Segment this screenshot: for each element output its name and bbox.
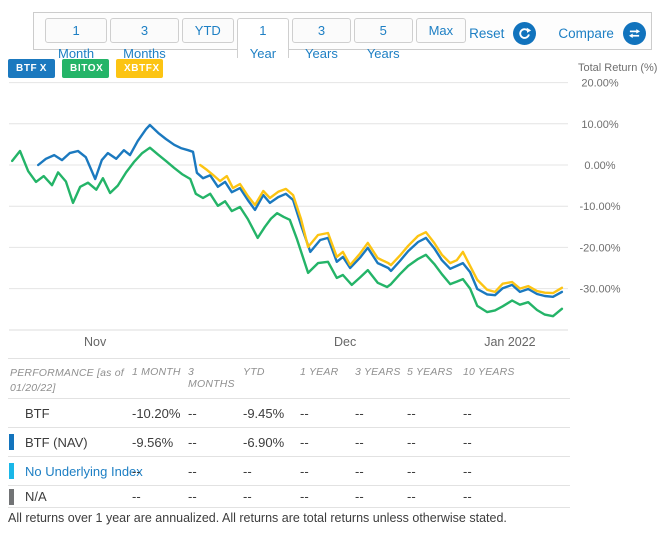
ticker-chip-xbtf[interactable]: XBTF X [116,59,163,78]
column-header: 5 YEARS [407,366,453,378]
chip-close-icon[interactable]: X [152,63,160,74]
table-row: No Underlying Index -- -- -- -- -- -- -- [8,457,570,486]
ticker-symbol: XBTF [124,63,153,74]
row-value: -- [132,489,141,504]
reset-button[interactable]: Reset [469,25,505,41]
series-line-btf-nav- [37,123,564,299]
column-header: 10 YEARS [463,366,515,378]
series-line-xbtf [198,163,564,295]
reset-icon[interactable] [513,21,537,45]
series-legend-bar [9,463,14,479]
row-name: N/A [25,489,47,504]
column-header: 1 MONTH [132,366,181,378]
row-value: -- [243,463,252,479]
column-header: 1 YEAR [300,366,339,378]
tab-5-years[interactable]: 5 Years [353,18,413,61]
tab-max[interactable]: Max [415,18,467,43]
row-value: -- [132,463,141,479]
row-value: -- [407,434,416,450]
table-row: N/A -- -- -- -- -- -- -- [8,486,570,508]
returns-disclaimer: All returns over 1 year are annualized. … [8,511,507,525]
y-tick-label: 20.00% [581,78,619,90]
period-toolbar: 1 Month 3 Months YTD 1 Year 3 Years 5 Years Ma… [33,12,652,61]
tab-1-month[interactable]: 1 Month [45,18,108,61]
y-tick-label: -30.00% [580,284,621,296]
row-value: -- [463,434,472,450]
tab-3-months[interactable]: 3 Months [110,18,179,61]
table-row: BTF -10.20% -- -9.45% -- -- -- -- [8,399,570,428]
row-value: -- [300,434,309,450]
ticker-chip-btf[interactable]: BTF X [8,59,55,78]
row-name[interactable]: No Underlying Index [25,463,143,479]
row-value: -- [463,489,472,504]
column-header: 3 MONTHS [188,366,235,390]
ticker-symbol: BTF [16,63,38,74]
period-tabs: 1 Month 3 Months YTD 1 Year 3 Years 5 Years Ma… [45,18,469,61]
row-value: -6.90% [243,434,285,450]
ticker-chip-bito[interactable]: BITO X [62,59,109,78]
tab-ytd[interactable]: YTD [181,18,234,43]
series-legend-bar [9,488,14,505]
chip-close-icon[interactable]: X [39,63,47,74]
row-value: -- [300,463,309,479]
row-value: -- [407,489,416,504]
row-name: BTF [25,405,50,421]
y-tick-label: 10.00% [581,119,619,131]
table-row: BTF (NAV) -9.56% -- -6.90% -- -- -- -- [8,428,570,457]
y-tick-label: -10.00% [580,201,621,213]
compare-icon[interactable] [622,21,646,45]
row-value: -- [188,405,197,421]
series-legend-bar [9,434,14,450]
y-axis-title: Total Return (%) [578,62,657,74]
row-value: -- [355,463,364,479]
y-tick-label: -20.00% [580,242,621,254]
row-value: -- [463,405,472,421]
refresh-arrow-icon [519,27,532,39]
row-value: -- [243,489,252,504]
row-name: BTF (NAV) [25,434,88,450]
tab-3-years[interactable]: 3 Years [292,18,351,61]
row-value: -- [355,489,364,504]
total-return-chart[interactable]: 20.00% 10.00% 0.00% -10.00% -20.00% -30.00% To… [0,55,666,365]
row-value: -- [463,463,472,479]
chip-close-icon[interactable]: X [96,63,104,74]
row-value: -9.45% [243,405,285,421]
toolbar-tools: Reset Compare [469,20,646,46]
row-value: -10.20% [132,405,181,421]
series-line-bito [10,146,564,318]
ticker-symbol: BITO [70,63,97,74]
x-axis-label: Nov [84,335,107,349]
row-value: -- [188,434,197,450]
performance-header-label: PERFORMANCE [as of 01/20/22] [10,367,124,394]
row-value: -9.56% [132,434,174,450]
swap-arrows-icon [628,28,640,38]
compare-button[interactable]: Compare [558,25,614,41]
row-value: -- [407,405,416,421]
performance-table: PERFORMANCE [as of 01/20/22] 1 MONTH 3 MO… [8,358,570,508]
row-value: -- [355,434,364,450]
column-header: YTD [243,366,265,378]
row-value: -- [355,405,364,421]
row-value: -- [188,463,197,479]
x-axis-label: Dec [334,335,356,349]
y-tick-label: 0.00% [584,160,615,172]
row-value: -- [188,489,197,504]
row-value: -- [300,489,309,504]
tab-1-year[interactable]: 1 Year [236,18,290,61]
ticker-chips: BTF X BITO X XBTF X [8,59,163,78]
row-value: -- [300,405,309,421]
row-value: -- [407,463,416,479]
column-header: 3 YEARS [355,366,401,378]
x-axis-label: Jan 2022 [484,335,535,349]
performance-table-header: PERFORMANCE [as of 01/20/22] 1 MONTH 3 MO… [8,359,570,399]
